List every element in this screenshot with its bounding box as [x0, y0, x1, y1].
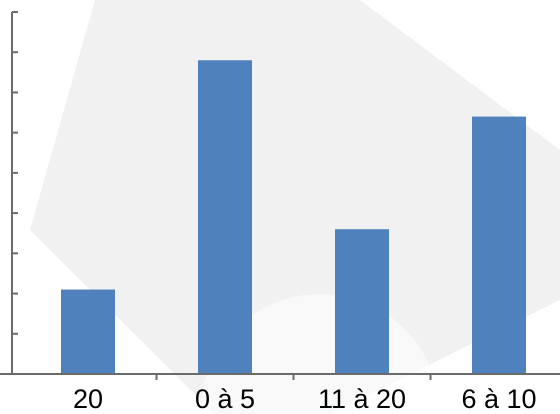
x-tick-labels: 20 0 à 5 11 à 20 6 à 10 — [73, 384, 537, 414]
bar-1 — [198, 60, 252, 375]
bar-3 — [472, 116, 526, 375]
watermark-shape — [30, 0, 560, 414]
x-tick-label-0: 20 — [73, 384, 103, 414]
axes-group — [0, 11, 560, 380]
x-tick-label-1: 0 à 5 — [195, 384, 255, 414]
bar-2 — [335, 229, 389, 374]
x-tick-label-2: 11 à 20 — [318, 384, 406, 414]
bars-group — [61, 60, 526, 375]
x-tick-label-3: 6 à 10 — [461, 384, 536, 414]
bar-0 — [61, 289, 115, 374]
